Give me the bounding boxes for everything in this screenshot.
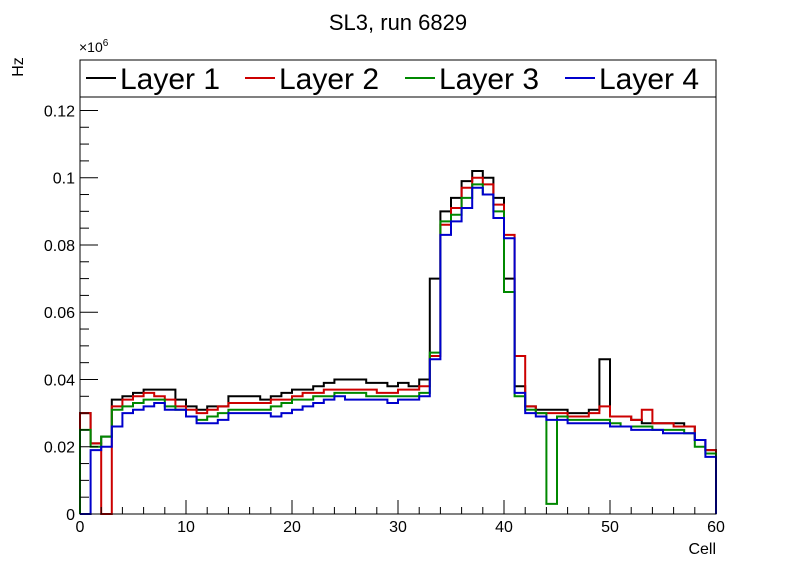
x-axis-label: Cell <box>688 541 716 558</box>
x-tick-label: 20 <box>283 519 301 536</box>
x-tick-label: 0 <box>76 519 85 536</box>
x-tick-label: 30 <box>389 519 407 536</box>
series-line-layer-4 <box>80 186 717 515</box>
legend: Layer 1 Layer 2 Layer 3 Layer 4 <box>79 59 717 98</box>
y-exponent-label: ×106 <box>79 38 109 55</box>
legend-label-layer-1: Layer 1 <box>120 63 220 96</box>
legend-items: Layer 1 Layer 2 Layer 3 Layer 4 <box>86 63 699 96</box>
legend-label-layer-2: Layer 2 <box>279 63 379 96</box>
axes-layer: 0 10 20 30 40 50 60 0 0.02 0.04 0.06 0.08 0.1 0.12 <box>44 76 725 536</box>
x-tick-label: 60 <box>707 519 725 536</box>
legend-label-layer-4: Layer 4 <box>599 63 699 96</box>
series-layer <box>79 169 717 515</box>
chart-title: SL3, run 6829 <box>329 10 467 35</box>
x-tick-label: 10 <box>177 519 195 536</box>
x-tick-label: 50 <box>601 519 619 536</box>
y-tick-label: 0.06 <box>44 305 75 322</box>
y-tick-label: 0.12 <box>44 103 75 120</box>
series-line-layer-3 <box>79 183 717 514</box>
series-line-layer-2 <box>79 176 717 515</box>
y-tick-label: 0.08 <box>44 238 75 255</box>
series-line-layer-1 <box>79 169 717 514</box>
y-tick-label: 0 <box>66 507 75 524</box>
legend-box <box>79 59 717 98</box>
y-tick-label: 0.02 <box>44 440 75 457</box>
y-tick-label: 0.04 <box>44 372 75 389</box>
y-tick-label: 0.1 <box>53 171 75 188</box>
y-axis-label: Hz <box>10 57 27 77</box>
x-tick-label: 40 <box>495 519 513 536</box>
legend-label-layer-3: Layer 3 <box>439 63 539 96</box>
